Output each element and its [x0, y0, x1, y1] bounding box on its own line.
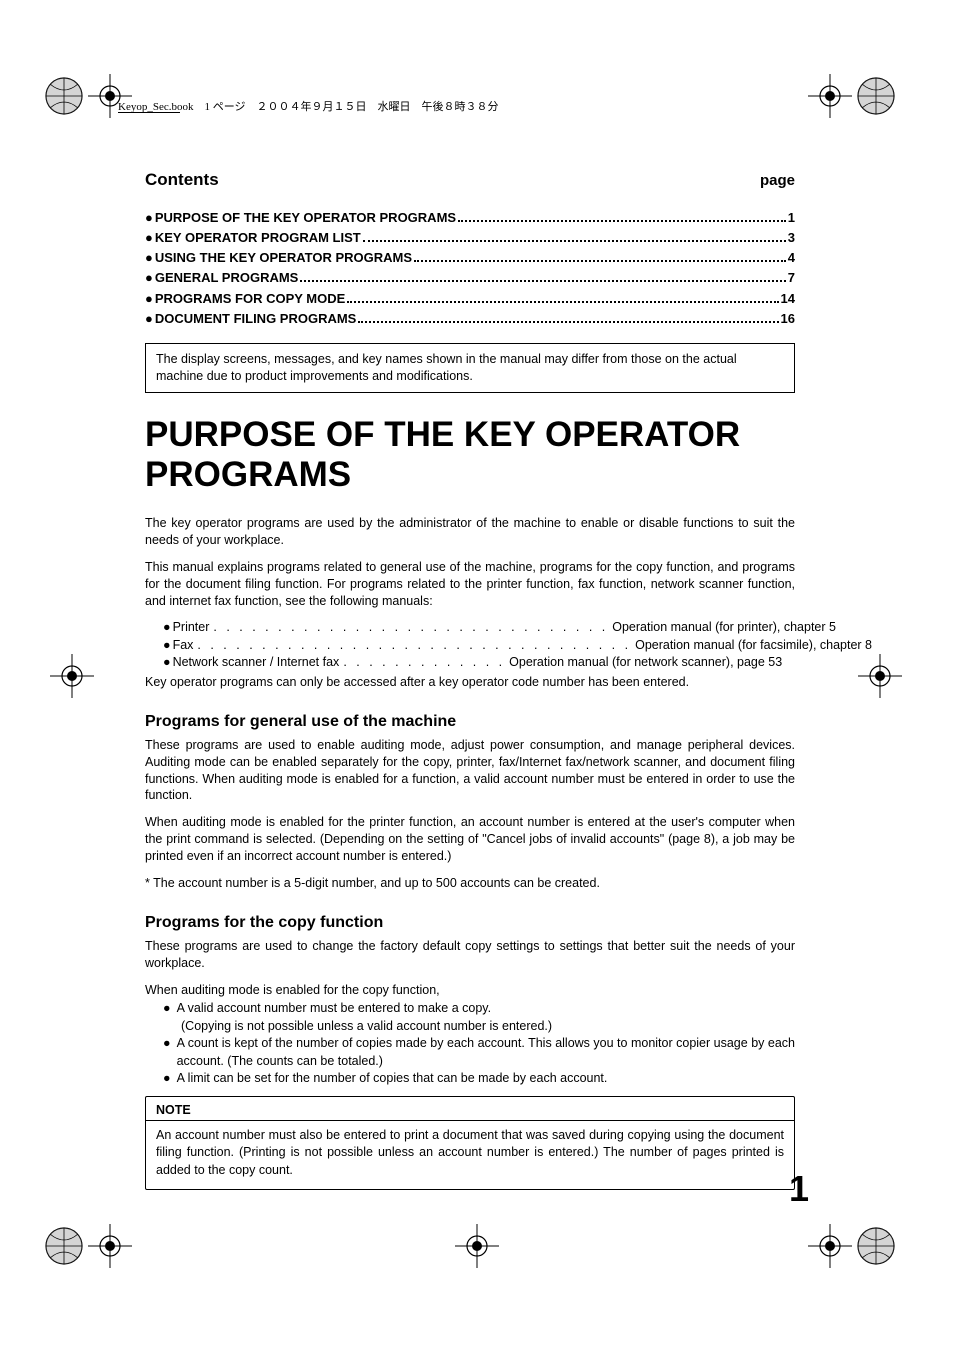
toc-page: 7	[788, 268, 795, 288]
manual-label: Network scanner / Internet fax	[173, 654, 340, 672]
bullet-icon: ●	[145, 289, 153, 309]
toc-page: 14	[781, 289, 795, 309]
dot-leader: . . . . . . . . . . . . . . . . . . . . …	[197, 637, 631, 655]
bullet-icon: ●	[163, 619, 171, 637]
regmark-top-left-globe	[42, 74, 86, 118]
bullet-icon: ●	[163, 1035, 171, 1070]
dot-leader: . . . . . . . . . . . . .	[343, 654, 505, 672]
note-box: NOTE An account number must also be ente…	[145, 1096, 795, 1191]
regmark-bottom-right-cross	[808, 1224, 852, 1268]
manual-label: Printer	[173, 619, 210, 637]
note-label: NOTE	[156, 1103, 784, 1117]
toc-item: ● USING THE KEY OPERATOR PROGRAMS 4	[145, 248, 795, 268]
toc-page: 16	[781, 309, 795, 329]
manual-label: Fax	[173, 637, 194, 655]
bullet-icon: ●	[163, 654, 171, 672]
note-separator	[146, 1120, 794, 1121]
section1-paragraph-2: When auditing mode is enabled for the pr…	[145, 814, 795, 865]
toc-item: ● DOCUMENT FILING PROGRAMS 16	[145, 309, 795, 329]
list-item: ● A limit can be set for the number of c…	[163, 1070, 795, 1088]
regmark-center-bottom	[455, 1224, 499, 1268]
bullet-icon: ●	[163, 1000, 171, 1018]
toc-item: ● PURPOSE OF THE KEY OPERATOR PROGRAMS 1	[145, 208, 795, 228]
regmark-bottom-left-cross	[88, 1224, 132, 1268]
section2-paragraph-2: When auditing mode is enabled for the co…	[145, 982, 795, 999]
manual-reference: Operation manual (for network scanner), …	[509, 654, 782, 672]
dot-leader: . . . . . . . . . . . . . . . . . . . . …	[213, 619, 608, 637]
manual-row: ● Printer . . . . . . . . . . . . . . . …	[163, 619, 795, 637]
toc-title: PROGRAMS FOR COPY MODE	[155, 289, 345, 309]
toc-leader	[300, 280, 785, 282]
toc-leader	[358, 321, 778, 323]
toc-title: KEY OPERATOR PROGRAM LIST	[155, 228, 361, 248]
toc-page: 1	[788, 208, 795, 228]
intro-paragraph-2: This manual explains programs related to…	[145, 559, 795, 610]
regmark-right-cross	[858, 654, 902, 698]
intro-paragraph-1: The key operator programs are used by th…	[145, 515, 795, 549]
toc-item: ● GENERAL PROGRAMS 7	[145, 268, 795, 288]
regmark-left-cross	[50, 654, 94, 698]
toc-leader	[347, 301, 778, 303]
intro-paragraph-3: Key operator programs can only be access…	[145, 674, 795, 691]
section1-paragraph-3: * The account number is a 5-digit number…	[145, 875, 795, 892]
notice-box: The display screens, messages, and key n…	[145, 343, 795, 393]
regmark-bottom-right-globe	[854, 1224, 898, 1268]
header-underline	[118, 112, 180, 113]
note-text: An account number must also be entered t…	[156, 1127, 784, 1180]
bullet-icon: ●	[163, 1070, 171, 1088]
manual-reference-list: ● Printer . . . . . . . . . . . . . . . …	[163, 619, 795, 672]
section-title-general: Programs for general use of the machine	[145, 713, 795, 731]
regmark-top-right-cross	[808, 74, 852, 118]
bullet-icon: ●	[145, 268, 153, 288]
list-item: ● A valid account number must be entered…	[163, 1000, 795, 1018]
manual-reference: Operation manual (for facsimile), chapte…	[635, 637, 872, 655]
toc-item: ● KEY OPERATOR PROGRAM LIST 3	[145, 228, 795, 248]
section2-paragraph-1: These programs are used to change the fa…	[145, 938, 795, 972]
page-column-label: page	[760, 172, 795, 189]
section-title-copy: Programs for the copy function	[145, 914, 795, 932]
toc-title: GENERAL PROGRAMS	[155, 268, 299, 288]
copy-bullet-list: ● A valid account number must be entered…	[163, 1000, 795, 1088]
contents-header: Contents page	[145, 170, 795, 190]
bullet-icon: ●	[145, 248, 153, 268]
list-item: ● A count is kept of the number of copie…	[163, 1035, 795, 1070]
toc-list: ● PURPOSE OF THE KEY OPERATOR PROGRAMS 1…	[145, 208, 795, 329]
bullet-icon: ●	[145, 228, 153, 248]
bullet-text: A valid account number must be entered t…	[177, 1000, 795, 1018]
toc-leader	[458, 220, 786, 222]
page-number: 1	[789, 1168, 809, 1210]
manual-row: ● Fax . . . . . . . . . . . . . . . . . …	[163, 637, 795, 655]
bullet-icon: ●	[145, 208, 153, 228]
bullet-text: A count is kept of the number of copies …	[177, 1035, 795, 1070]
section1-paragraph-1: These programs are used to enable auditi…	[145, 737, 795, 805]
bullet-text: A limit can be set for the number of cop…	[177, 1070, 795, 1088]
toc-title: USING THE KEY OPERATOR PROGRAMS	[155, 248, 412, 268]
manual-reference: Operation manual (for printer), chapter …	[612, 619, 836, 637]
bullet-icon: ●	[145, 309, 153, 329]
toc-title: PURPOSE OF THE KEY OPERATOR PROGRAMS	[155, 208, 456, 228]
toc-page: 3	[788, 228, 795, 248]
page-body: Contents page ● PURPOSE OF THE KEY OPERA…	[145, 170, 795, 1190]
regmark-top-right-globe	[854, 74, 898, 118]
regmark-bottom-left-globe	[42, 1224, 86, 1268]
toc-leader	[414, 260, 786, 262]
bullet-icon: ●	[163, 637, 171, 655]
toc-page: 4	[788, 248, 795, 268]
toc-leader	[363, 240, 786, 242]
main-title: PURPOSE OF THE KEY OPERATOR PROGRAMS	[145, 415, 795, 496]
toc-title: DOCUMENT FILING PROGRAMS	[155, 309, 357, 329]
manual-row: ● Network scanner / Internet fax . . . .…	[163, 654, 795, 672]
toc-item: ● PROGRAMS FOR COPY MODE 14	[145, 289, 795, 309]
contents-label: Contents	[145, 170, 219, 190]
bullet-subtext: (Copying is not possible unless a valid …	[181, 1018, 795, 1036]
